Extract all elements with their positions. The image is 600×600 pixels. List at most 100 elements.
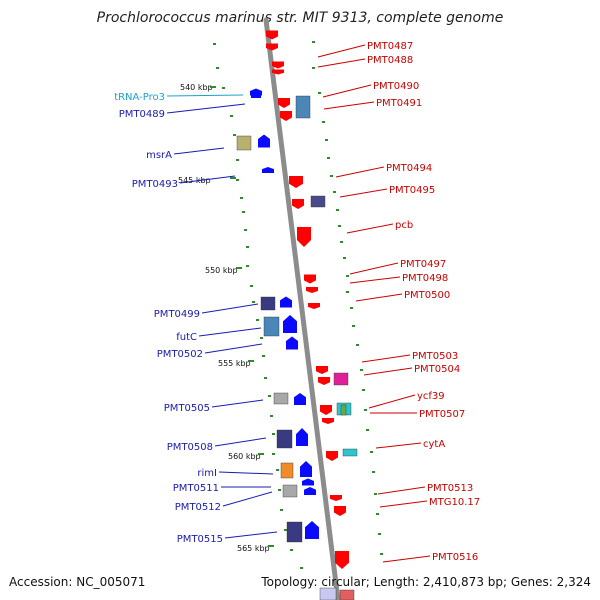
forward-gene-arrow (250, 88, 262, 96)
gene-block (310, 195, 326, 208)
forward-gene-label: PMT0489 (119, 109, 165, 120)
leader-line (379, 500, 428, 508)
reverse-gene-label: PMT0500 (404, 290, 450, 301)
reverse-gene-label: PMT0503 (412, 351, 458, 362)
reverse-gene-label: PMT0497 (400, 259, 446, 270)
leader-line (198, 327, 262, 337)
gene-block (260, 296, 276, 311)
leader-line (166, 103, 246, 114)
forward-gene-label: PMT0502 (157, 349, 203, 360)
reverse-gene-label: PMT0488 (367, 55, 413, 66)
forward-gene-label: PMT0508 (167, 442, 213, 453)
reverse-gene-label: ycf39 (417, 391, 445, 402)
forward-gene-arrow (294, 393, 306, 405)
reverse-gene-label: PMT0487 (367, 41, 413, 52)
leader-line (214, 437, 267, 447)
reverse-gene-label: PMT0495 (389, 185, 435, 196)
leader-line (368, 394, 416, 409)
leader-line (323, 101, 375, 110)
forward-gene-arrow (302, 478, 314, 486)
reverse-gene-arrow (318, 377, 330, 385)
forward-gene-label: futC (176, 332, 197, 343)
reverse-gene-arrow (320, 405, 332, 415)
leader-line (224, 531, 278, 539)
reverse-gene-arrow (292, 199, 304, 209)
reverse-gene-label: PMT0494 (386, 163, 432, 174)
leader-line (363, 367, 413, 376)
forward-gene-arrow (300, 461, 312, 477)
reverse-gene-arrow (335, 551, 349, 569)
reverse-gene-arrow (297, 227, 311, 247)
reverse-gene-arrow (334, 506, 346, 516)
leader-line (317, 44, 366, 58)
leader-line (346, 223, 394, 234)
gene-block (295, 95, 311, 119)
gene-block (333, 372, 349, 386)
gene-block (319, 587, 337, 600)
forward-gene-label: PMT0515 (177, 534, 223, 545)
gene-block (276, 429, 293, 449)
gene-block (340, 404, 347, 416)
reverse-gene-arrow (326, 451, 338, 461)
gene-block (286, 521, 303, 543)
forward-gene-label: PMT0511 (173, 483, 219, 494)
leader-line (382, 555, 431, 563)
reverse-gene-label: PMT0490 (373, 81, 419, 92)
leader-line (218, 471, 274, 475)
scale-label: 560 kbp (228, 452, 261, 461)
accession-label: Accession: NC_005071 (9, 575, 146, 589)
leader-line (166, 94, 244, 97)
reverse-gene-label: PMT0504 (414, 364, 460, 375)
reverse-gene-arrow (272, 69, 284, 75)
forward-gene-arrow (304, 487, 316, 495)
gene-block (236, 135, 252, 151)
scale-label: 565 kbp (237, 544, 270, 553)
reverse-gene-label: cytA (423, 439, 445, 450)
genome-backbone (263, 17, 341, 600)
leader-line (317, 58, 366, 68)
gene-block (282, 484, 298, 498)
reverse-gene-arrow (322, 418, 334, 424)
reverse-gene-arrow (308, 303, 320, 309)
forward-gene-label: msrA (146, 150, 172, 161)
forward-gene-arrow (262, 167, 274, 173)
leader-line (204, 343, 263, 354)
gene-block (273, 392, 289, 405)
reverse-gene-arrow (289, 176, 303, 188)
leader-line (349, 262, 399, 275)
gene-block (263, 316, 280, 337)
leader-line (375, 442, 422, 449)
forward-gene-arrow (283, 315, 297, 333)
reverse-gene-arrow (278, 98, 290, 108)
forward-gene-label: rimI (197, 468, 217, 479)
gene-block (342, 448, 358, 457)
scale-label: 545 kbp (178, 176, 211, 185)
reverse-gene-arrow (304, 274, 316, 284)
scale-label: 540 kbp (180, 83, 213, 92)
leader-line (335, 166, 385, 178)
reverse-gene-arrow (316, 366, 328, 374)
leader-line (355, 293, 403, 302)
leader-line (361, 354, 411, 363)
forward-gene-arrow (296, 428, 308, 446)
reverse-gene-arrow (306, 287, 318, 293)
gene-block (280, 462, 294, 479)
forward-gene-label: PMT0512 (175, 502, 221, 513)
reverse-gene-arrow (272, 61, 284, 69)
scale-label: 550 kbp (205, 266, 238, 275)
forward-gene-arrow (286, 336, 298, 350)
forward-gene-arrow (251, 94, 261, 98)
forward-gene-arrow (258, 134, 270, 148)
leader-line (201, 303, 259, 314)
leader-line (377, 486, 426, 495)
leader-line (222, 491, 273, 507)
genome-summary: Topology: circular; Length: 2,410,873 bp… (261, 575, 591, 589)
reverse-gene-label: PMT0516 (432, 552, 478, 563)
reverse-gene-arrow (266, 43, 278, 51)
reverse-gene-label: MTG10.17 (429, 497, 480, 508)
gene-block (339, 589, 355, 600)
forward-gene-label: PMT0505 (164, 403, 210, 414)
scale-label: 555 kbp (218, 359, 251, 368)
map-title: Prochlorococcus marinus str. MIT 9313, c… (96, 10, 504, 26)
forward-gene-arrow (305, 521, 319, 539)
